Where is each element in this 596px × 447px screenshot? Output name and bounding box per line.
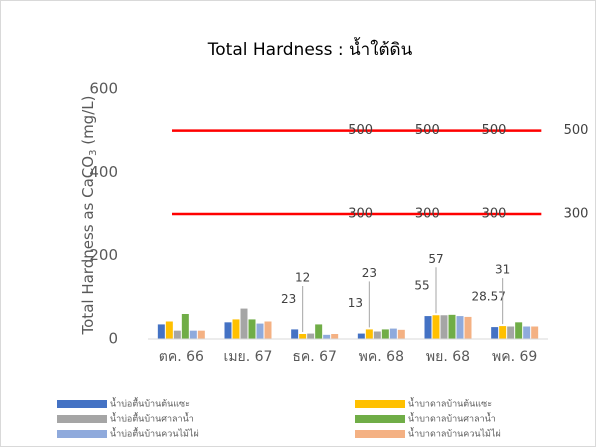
x-tick-label: พค. 69 — [492, 349, 537, 365]
legend-swatch — [57, 400, 107, 408]
legend-swatch — [57, 415, 107, 423]
reference-label: 500 — [564, 123, 589, 138]
bar — [499, 326, 507, 339]
bar — [507, 326, 515, 339]
bar — [307, 333, 315, 339]
data-label: 55 — [414, 279, 429, 293]
bar — [424, 316, 432, 339]
bar — [173, 330, 181, 339]
bar — [373, 331, 381, 339]
x-tick-label: พย. 68 — [426, 349, 470, 365]
reference-label: 500 — [348, 123, 373, 138]
reference-label: 500 — [482, 123, 507, 138]
y-axis-label: Total Hardness as CaCO3 (mg/L) — [79, 96, 100, 336]
y-tick-label: 600 — [89, 80, 118, 98]
bar — [464, 316, 472, 339]
legend-swatch — [57, 430, 107, 438]
bar — [315, 324, 323, 339]
bar — [181, 314, 189, 339]
bar — [440, 315, 448, 339]
data-label: 31 — [495, 263, 510, 277]
legend-label: น้ำบ่อตื้นบ้านต้นแซะ — [110, 397, 190, 410]
legend-label: น้ำบ่อตื้นบ้านศาลาน้ำ — [110, 412, 194, 425]
data-label: 28.57 — [471, 290, 505, 304]
legend-label: น้ำบาดาลบ้านศาลาน้ำ — [408, 412, 496, 425]
reference-label: 500 — [415, 123, 440, 138]
bar — [456, 316, 464, 339]
reference-label: 300 — [482, 207, 507, 222]
bar — [157, 324, 165, 339]
bar — [323, 334, 331, 339]
legend-label: น้ำบ่อตื้นบ้านควนไม้ไผ่ — [110, 427, 199, 440]
bar — [256, 323, 264, 339]
data-label: 57 — [428, 252, 443, 266]
bar — [357, 333, 365, 339]
bar — [264, 321, 272, 339]
bar — [165, 321, 173, 339]
y-label-unit: (mg/L) — [79, 96, 97, 150]
data-label: 13 — [348, 296, 363, 310]
bar — [523, 326, 531, 339]
bar — [331, 334, 339, 339]
legend-swatch — [355, 415, 405, 423]
bar — [224, 322, 232, 339]
y-label-main: Total Hardness as CaCO — [79, 156, 97, 336]
reference-label: 300 — [564, 207, 589, 222]
y-label-sub: 3 — [88, 150, 99, 156]
x-tick-label: ธค. 67 — [292, 349, 337, 365]
y-tick-label: 400 — [89, 163, 118, 181]
legend-swatch — [355, 430, 405, 438]
bar — [240, 308, 248, 339]
data-label: 23 — [281, 292, 296, 306]
bar — [389, 328, 397, 339]
bar — [197, 330, 205, 339]
legend-label: น้ำบาดาลบ้านต้นแซะ — [408, 397, 492, 410]
legend-label: น้ำบาดาลบ้านควนไม้ไผ่ — [408, 427, 501, 440]
reference-label: 300 — [415, 207, 440, 222]
data-label: 23 — [362, 266, 377, 280]
bar — [291, 329, 299, 339]
chart-title: Total Hardness : น้ำใต้ดิน — [207, 37, 413, 60]
bar — [381, 329, 389, 339]
reference-label: 300 — [348, 207, 373, 222]
bar — [397, 329, 405, 339]
bar — [491, 327, 499, 339]
legend-swatch — [355, 400, 405, 408]
x-tick-label: ตค. 66 — [159, 349, 204, 365]
data-label: 12 — [295, 271, 310, 285]
y-tick-label: 200 — [89, 246, 118, 264]
bar — [515, 322, 523, 339]
bar — [432, 315, 440, 339]
x-tick-label: เมย. 67 — [224, 349, 273, 365]
bar — [248, 319, 256, 339]
bar — [365, 329, 373, 339]
bar — [531, 326, 539, 339]
y-tick-label: 0 — [108, 330, 118, 348]
x-tick-label: พค. 68 — [359, 349, 404, 365]
bar — [189, 330, 197, 339]
bar — [232, 319, 240, 339]
bar — [448, 314, 456, 339]
bar — [299, 334, 307, 339]
